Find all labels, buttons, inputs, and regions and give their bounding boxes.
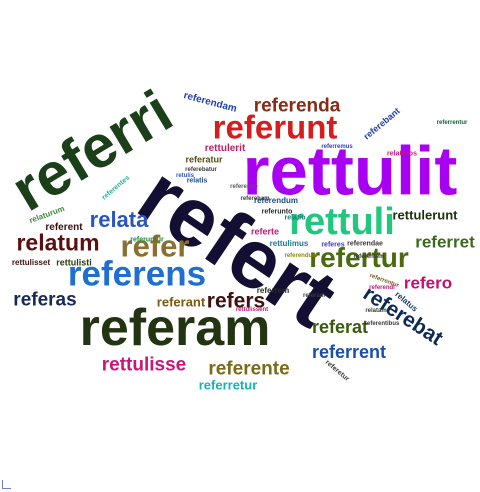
- cloud-word: referas: [13, 289, 77, 311]
- cloud-word: rettulissent: [235, 307, 269, 313]
- cloud-word: referremus: [321, 144, 353, 150]
- cloud-word: referendae: [347, 240, 383, 248]
- cloud-word: rettulisti: [56, 257, 92, 268]
- cloud-word: referendam: [182, 90, 238, 115]
- cloud-word: referatur: [185, 154, 223, 165]
- cloud-word: refertur: [309, 242, 409, 273]
- cloud-word: referetur: [323, 359, 351, 383]
- cloud-word: referentem: [353, 254, 385, 260]
- cloud-word: rettulit: [242, 132, 458, 210]
- cloud-word: rettulimus: [269, 239, 309, 248]
- cloud-word: referent: [45, 222, 83, 233]
- cloud-word: referat: [311, 317, 369, 337]
- cloud-word: referretur: [198, 377, 258, 393]
- cloud-word: referebatur: [185, 167, 217, 173]
- cloud-word: referenda: [253, 95, 341, 117]
- cloud-word: referens: [67, 254, 207, 294]
- cloud-word: referret: [415, 232, 475, 252]
- cloud-word: referrem: [256, 286, 290, 295]
- cloud-word: referendi: [369, 285, 395, 291]
- cloud-word: referrent: [311, 342, 387, 362]
- cloud-word: referebam: [240, 196, 270, 202]
- cloud-word: referant: [156, 294, 206, 310]
- cloud-word: referam: [302, 293, 326, 299]
- cloud-word: rettulerunt: [392, 207, 458, 223]
- cloud-word: rettulisse: [101, 354, 187, 376]
- cloud-word: relatis: [186, 177, 208, 185]
- cloud-word: retulis: [175, 173, 195, 179]
- cloud-word: referunto: [261, 208, 293, 216]
- cloud-word: referrentur: [436, 120, 468, 126]
- cloud-word: referentibus: [364, 321, 400, 327]
- cloud-word: refero: [403, 273, 453, 293]
- cloud-word: referendum: [284, 253, 318, 259]
- cloud-word: referente: [208, 358, 290, 380]
- cloud-word: referte: [250, 226, 280, 237]
- cloud-word: referes: [321, 241, 345, 249]
- cloud-word: relatam: [365, 308, 387, 314]
- cloud-word: refer: [120, 228, 190, 264]
- cloud-word: rettulerit: [204, 143, 246, 154]
- cloud-word: relata: [89, 207, 149, 232]
- cloud-word: refers: [206, 289, 266, 313]
- corner-mark: [2, 480, 11, 489]
- cloud-word: rettuli: [289, 201, 395, 243]
- cloud-word: referendum: [253, 196, 299, 205]
- cloud-word: referendo: [230, 184, 258, 190]
- cloud-word: relaturos: [387, 150, 417, 158]
- cloud-word: relatum: [16, 229, 100, 256]
- cloud-word: referunt: [212, 108, 338, 146]
- cloud-word: referam: [79, 299, 271, 357]
- cloud-word: referuntur: [130, 236, 164, 244]
- cloud-word: rettulisset: [11, 258, 51, 267]
- cloud-word: relatio: [284, 214, 306, 222]
